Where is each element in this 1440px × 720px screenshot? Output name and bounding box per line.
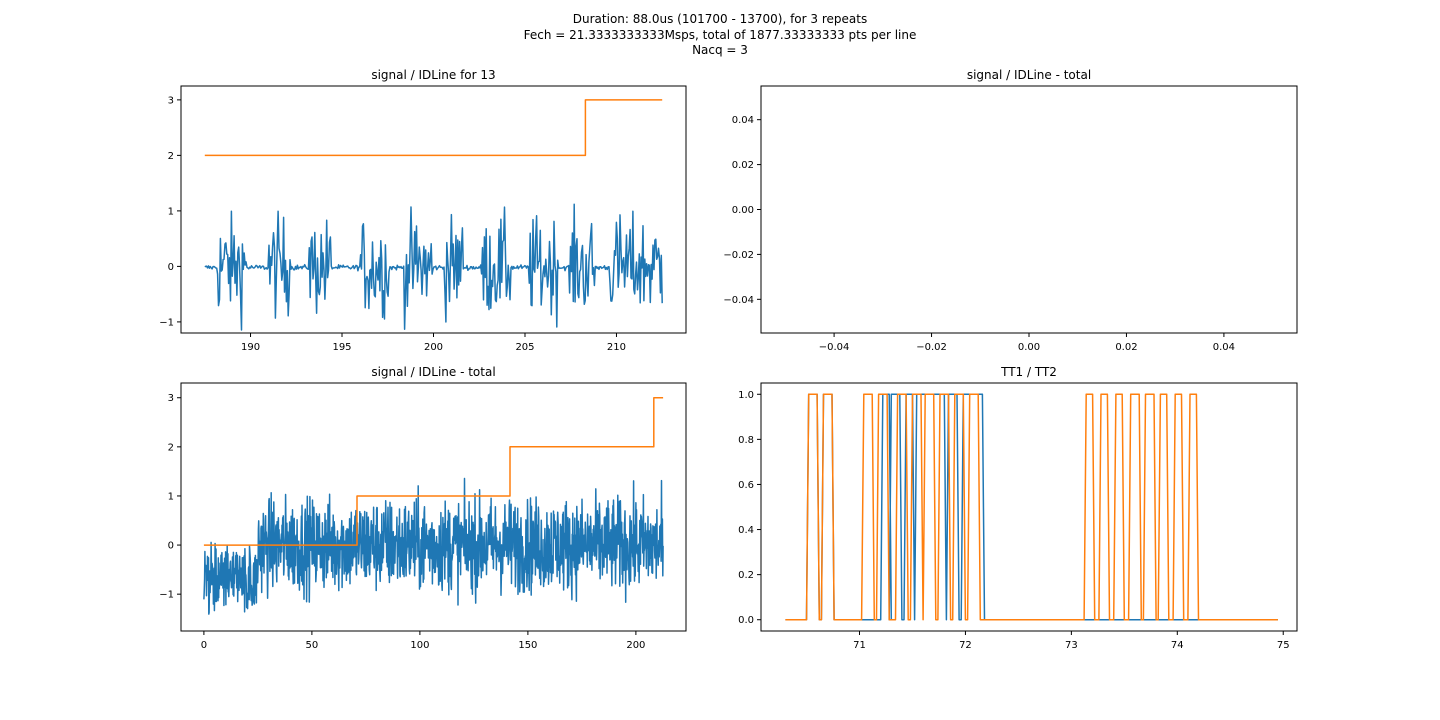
- x-tick-label: 150: [518, 640, 537, 651]
- x-tick-label: 210: [607, 342, 626, 353]
- y-tick-label: 0.4: [738, 525, 754, 536]
- y-tick-label: −0.02: [723, 250, 754, 261]
- x-tick-label: −0.04: [819, 342, 850, 353]
- subplot-1-line-1: [204, 203, 663, 331]
- subplot-4-line-2: [785, 393, 1278, 621]
- y-tick-label: 0.6: [738, 480, 754, 491]
- x-tick-label: 0.04: [1213, 342, 1235, 353]
- x-tick-label: 200: [424, 342, 443, 353]
- y-tick-label: −1: [159, 317, 174, 328]
- subplot-3-line-2: [203, 396, 664, 546]
- x-tick-label: 190: [241, 342, 260, 353]
- y-tick-label: 0.04: [732, 115, 754, 126]
- x-tick-label: 205: [515, 342, 534, 353]
- x-tick-label: 72: [959, 640, 972, 651]
- subplot-3-series: [203, 396, 664, 615]
- y-tick-label: 0: [168, 262, 174, 273]
- x-tick-label: 0: [201, 640, 207, 651]
- subplot-4-line-1: [785, 393, 1278, 621]
- subplot-4-series: [785, 393, 1278, 621]
- suptitle-line-1: Duration: 88.0us (101700 - 13700), for 3…: [572, 12, 868, 26]
- subplot-3: signal / IDLine - total 0 50 100 150 200 −1 0 1 2…: [159, 365, 687, 651]
- x-tick-label: 195: [332, 342, 351, 353]
- subplot-4-frame: [760, 382, 1298, 632]
- x-tick-label: 0.02: [1115, 342, 1137, 353]
- subplot-3-line-1: [203, 477, 664, 615]
- x-tick-label: 74: [1171, 640, 1184, 651]
- y-tick-label: −1: [159, 590, 174, 601]
- x-tick-label: 100: [410, 640, 429, 651]
- subplot-1-title: signal / IDLine for 13: [371, 68, 495, 82]
- subplot-3-title: signal / IDLine - total: [371, 365, 495, 379]
- subplot-2: signal / IDLine - total −0.04 −0.02 0.00 0.0…: [723, 68, 1298, 353]
- x-tick-label: −0.02: [916, 342, 947, 353]
- y-tick-label: 0.8: [738, 435, 754, 446]
- suptitle-line-3: Nacq = 3: [692, 43, 748, 57]
- suptitle-line-2: Fech = 21.3333333333Msps, total of 1877.…: [523, 28, 917, 42]
- subplot-3-frame: [180, 382, 687, 632]
- subplot-4: TT1 / TT2 71 72 73 74 75 0.0 0.2 0.4 0.6 0.8 1.0: [738, 365, 1298, 651]
- x-tick-label: 0.00: [1018, 342, 1040, 353]
- y-tick-label: 0.0: [738, 615, 754, 626]
- y-tick-label: 0.2: [738, 570, 754, 581]
- y-tick-label: 2: [168, 151, 174, 162]
- subplot-2-title: signal / IDLine - total: [967, 68, 1091, 82]
- y-tick-label: 1: [168, 206, 174, 217]
- y-tick-label: 1.0: [738, 390, 754, 401]
- y-tick-label: 0: [168, 541, 174, 552]
- x-tick-label: 75: [1277, 640, 1290, 651]
- y-tick-label: 2: [168, 442, 174, 453]
- y-tick-label: 3: [168, 95, 174, 106]
- subplot-2-frame: [760, 85, 1298, 334]
- y-tick-label: −0.04: [723, 295, 754, 306]
- subplot-4-title: TT1 / TT2: [1000, 365, 1057, 379]
- y-tick-label: 0.00: [732, 205, 754, 216]
- y-tick-label: 0.02: [732, 160, 754, 171]
- x-tick-label: 200: [626, 640, 645, 651]
- y-tick-label: 3: [168, 393, 174, 404]
- subplot-1: signal / IDLine for 13 190 195 200 205 210 −1 0…: [159, 68, 687, 353]
- subplot-1-line-2: [204, 99, 663, 157]
- subplot-1-series: [204, 99, 663, 331]
- x-tick-label: 71: [853, 640, 866, 651]
- x-tick-label: 50: [306, 640, 319, 651]
- x-tick-label: 73: [1065, 640, 1078, 651]
- y-tick-label: 1: [168, 491, 174, 502]
